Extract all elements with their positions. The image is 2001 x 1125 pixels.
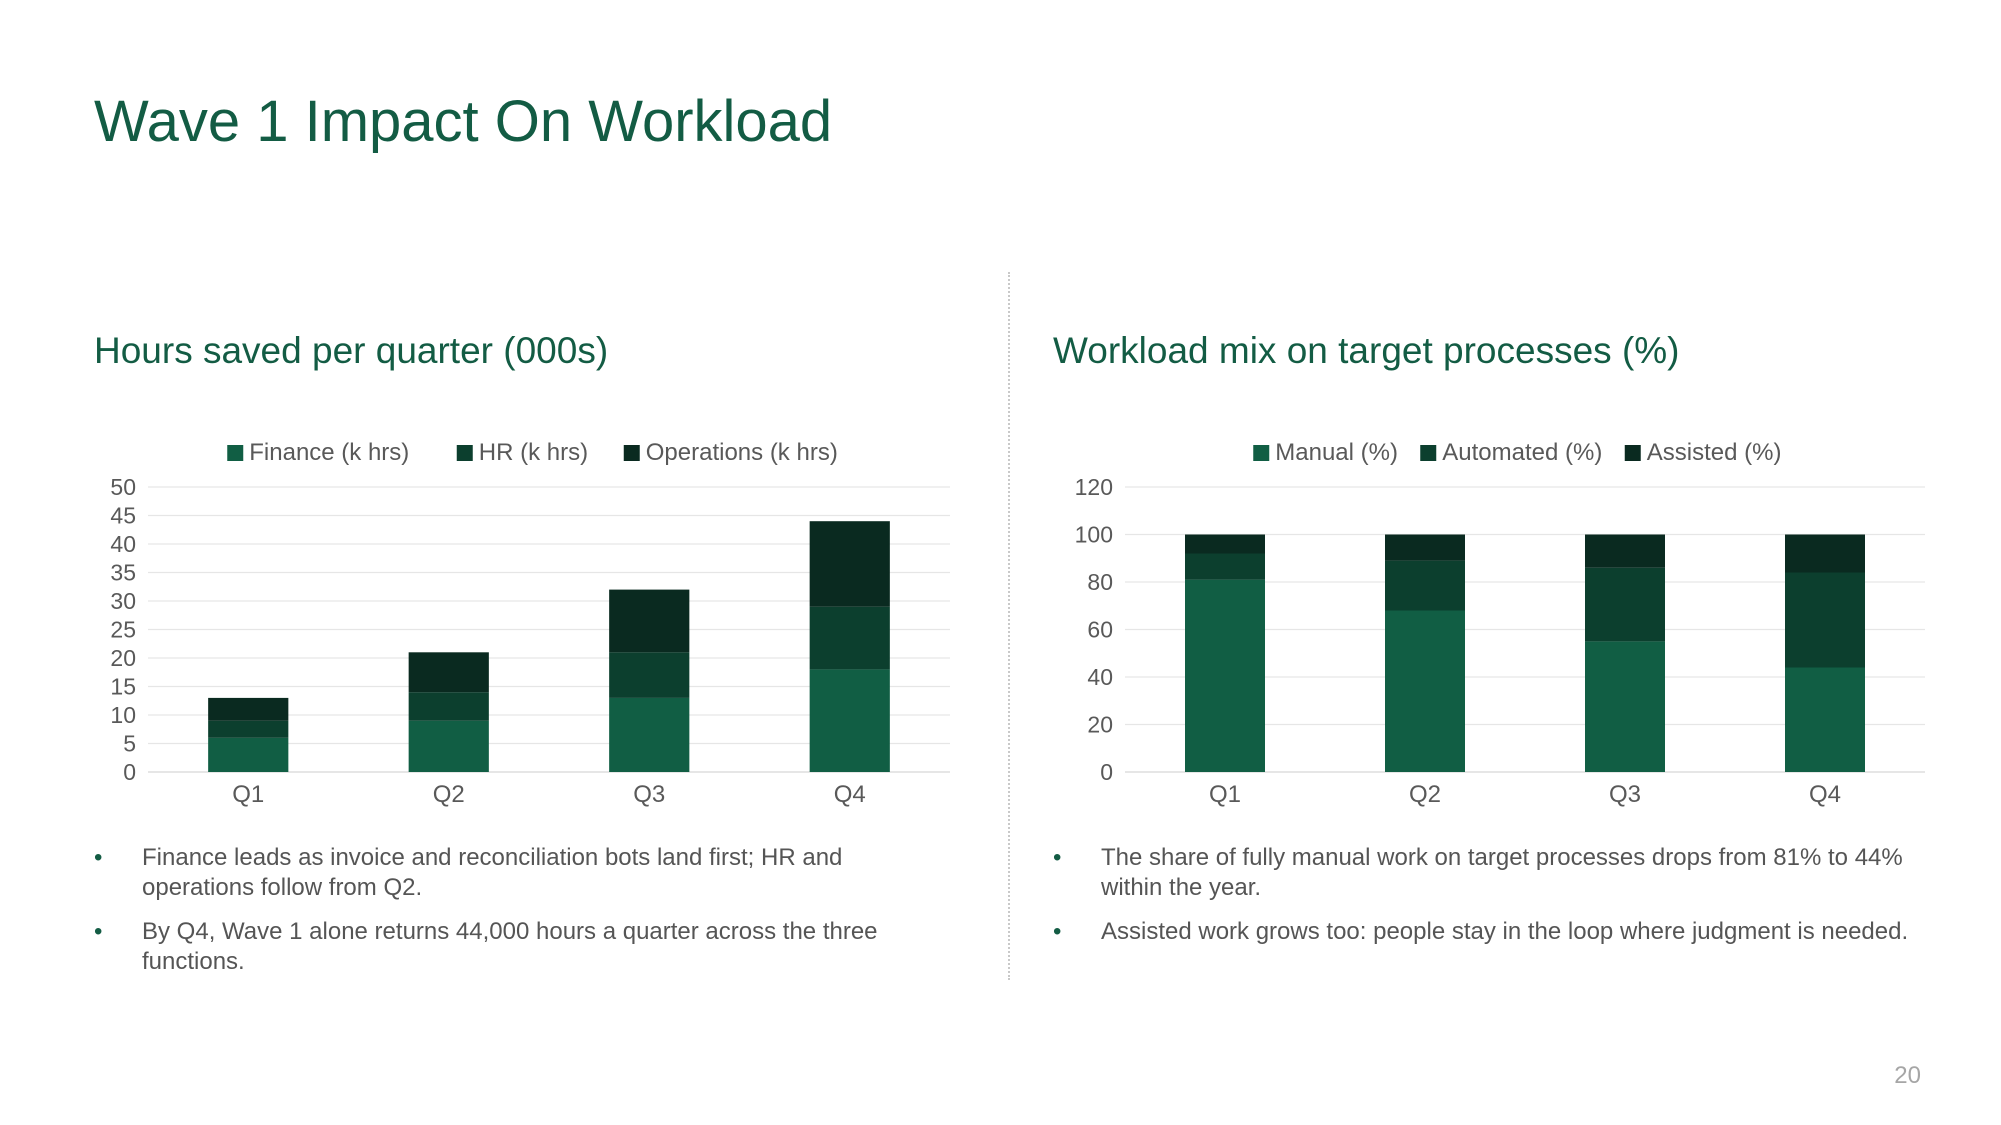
legend-swatch — [1624, 445, 1641, 461]
y-tick-label: 120 — [1075, 474, 1113, 500]
y-tick-label: 80 — [1087, 569, 1113, 595]
legend-swatch — [456, 445, 473, 461]
x-tick-label: Q1 — [1209, 781, 1241, 808]
right-bullet-item: The share of fully manual work on target… — [1053, 843, 1913, 903]
left-bullet-item: Finance leads as invoice and reconciliat… — [94, 843, 954, 903]
right-panel-heading: Workload mix on target processes (%) — [1053, 330, 1680, 371]
x-tick-label: Q3 — [1609, 781, 1641, 808]
bar-segment — [208, 720, 289, 738]
bar-segment — [809, 521, 890, 607]
left-bullet-item: By Q4, Wave 1 alone returns 44,000 hours… — [94, 917, 954, 977]
legend-swatch — [227, 445, 244, 461]
bar-segment — [609, 589, 690, 653]
left-panel-heading: Hours saved per quarter (000s) — [94, 330, 609, 371]
right-bullet-list: The share of fully manual work on target… — [1053, 843, 1913, 961]
slide-title: Wave 1 Impact On Workload — [94, 89, 833, 154]
x-tick-label: Q2 — [1409, 781, 1441, 808]
x-tick-label: Q1 — [232, 781, 264, 808]
bar-segment — [408, 720, 489, 772]
y-tick-label: 60 — [1087, 617, 1113, 643]
bar-segment — [1185, 579, 1265, 772]
bar-segment — [809, 669, 890, 772]
bar-segment — [1385, 534, 1465, 561]
legend-swatch — [623, 445, 640, 461]
bar-segment — [1785, 572, 1865, 668]
y-tick-label: 40 — [110, 531, 136, 557]
bar-segment — [1385, 610, 1465, 772]
legend-label: HR (k hrs) — [479, 439, 588, 466]
y-tick-label: 100 — [1075, 522, 1113, 548]
left-panel: Hours saved per quarter (000s) Finance (… — [94, 0, 974, 1000]
legend-swatch — [1420, 445, 1437, 461]
y-tick-label: 45 — [110, 503, 136, 529]
bar-segment — [1785, 667, 1865, 772]
legend-label: Assisted (%) — [1647, 439, 1782, 466]
bar-segment — [208, 697, 289, 721]
bar-segment — [1585, 641, 1665, 772]
y-tick-label: 10 — [110, 702, 136, 728]
bar-segment — [1385, 560, 1465, 611]
hours-saved-chart: Finance (k hrs) HR (k hrs) Operations (k h… — [110, 439, 950, 808]
legend-label: Manual (%) — [1275, 439, 1398, 466]
bar-segment — [609, 652, 690, 698]
y-tick-label: 15 — [110, 674, 136, 700]
y-tick-label: 25 — [110, 617, 136, 643]
right-bullet-item: Assisted work grows too: people stay in … — [1053, 917, 1913, 947]
bar-segment — [408, 652, 489, 693]
workload-mix-chart: Manual (%) Automated (%) Assisted (%) 0 20 40… — [1075, 439, 1925, 808]
bar-segment — [1785, 534, 1865, 573]
bar-segment — [1185, 553, 1265, 580]
chart-legend: Manual (%) Automated (%) Assisted (%) — [1253, 439, 1781, 466]
legend-label: Automated (%) — [1442, 439, 1602, 466]
x-tick-label: Q2 — [433, 781, 465, 808]
y-tick-label: 20 — [110, 645, 136, 671]
bar-segment — [809, 606, 890, 670]
x-tick-label: Q4 — [1809, 781, 1841, 808]
bar-segment — [1185, 534, 1265, 554]
legend-label: Operations (k hrs) — [646, 439, 838, 466]
y-tick-label: 35 — [110, 560, 136, 586]
page-number: 20 — [1894, 1062, 1921, 1089]
y-tick-label: 30 — [110, 588, 136, 614]
bar-segment — [208, 737, 289, 772]
right-panel: Workload mix on target processes (%) Man… — [1053, 0, 1933, 1000]
legend-swatch — [1253, 445, 1270, 461]
x-tick-label: Q4 — [834, 781, 866, 808]
y-tick-label: 50 — [110, 474, 136, 500]
bar-segment — [1585, 567, 1665, 642]
bar-segment — [609, 697, 690, 772]
chart-legend: Finance (k hrs) HR (k hrs) Operations (k h… — [227, 439, 838, 466]
x-tick-label: Q3 — [633, 781, 665, 808]
y-tick-label: 40 — [1087, 664, 1113, 690]
y-tick-label: 20 — [1087, 712, 1113, 738]
y-tick-label: 0 — [123, 759, 136, 785]
bar-segment — [1585, 534, 1665, 568]
left-bullet-list: Finance leads as invoice and reconciliat… — [94, 843, 954, 991]
bar-segment — [408, 692, 489, 721]
y-tick-label: 5 — [123, 731, 136, 757]
y-tick-label: 0 — [1100, 759, 1113, 785]
panel-divider — [1008, 272, 1010, 980]
legend-label: Finance (k hrs) — [249, 439, 409, 466]
